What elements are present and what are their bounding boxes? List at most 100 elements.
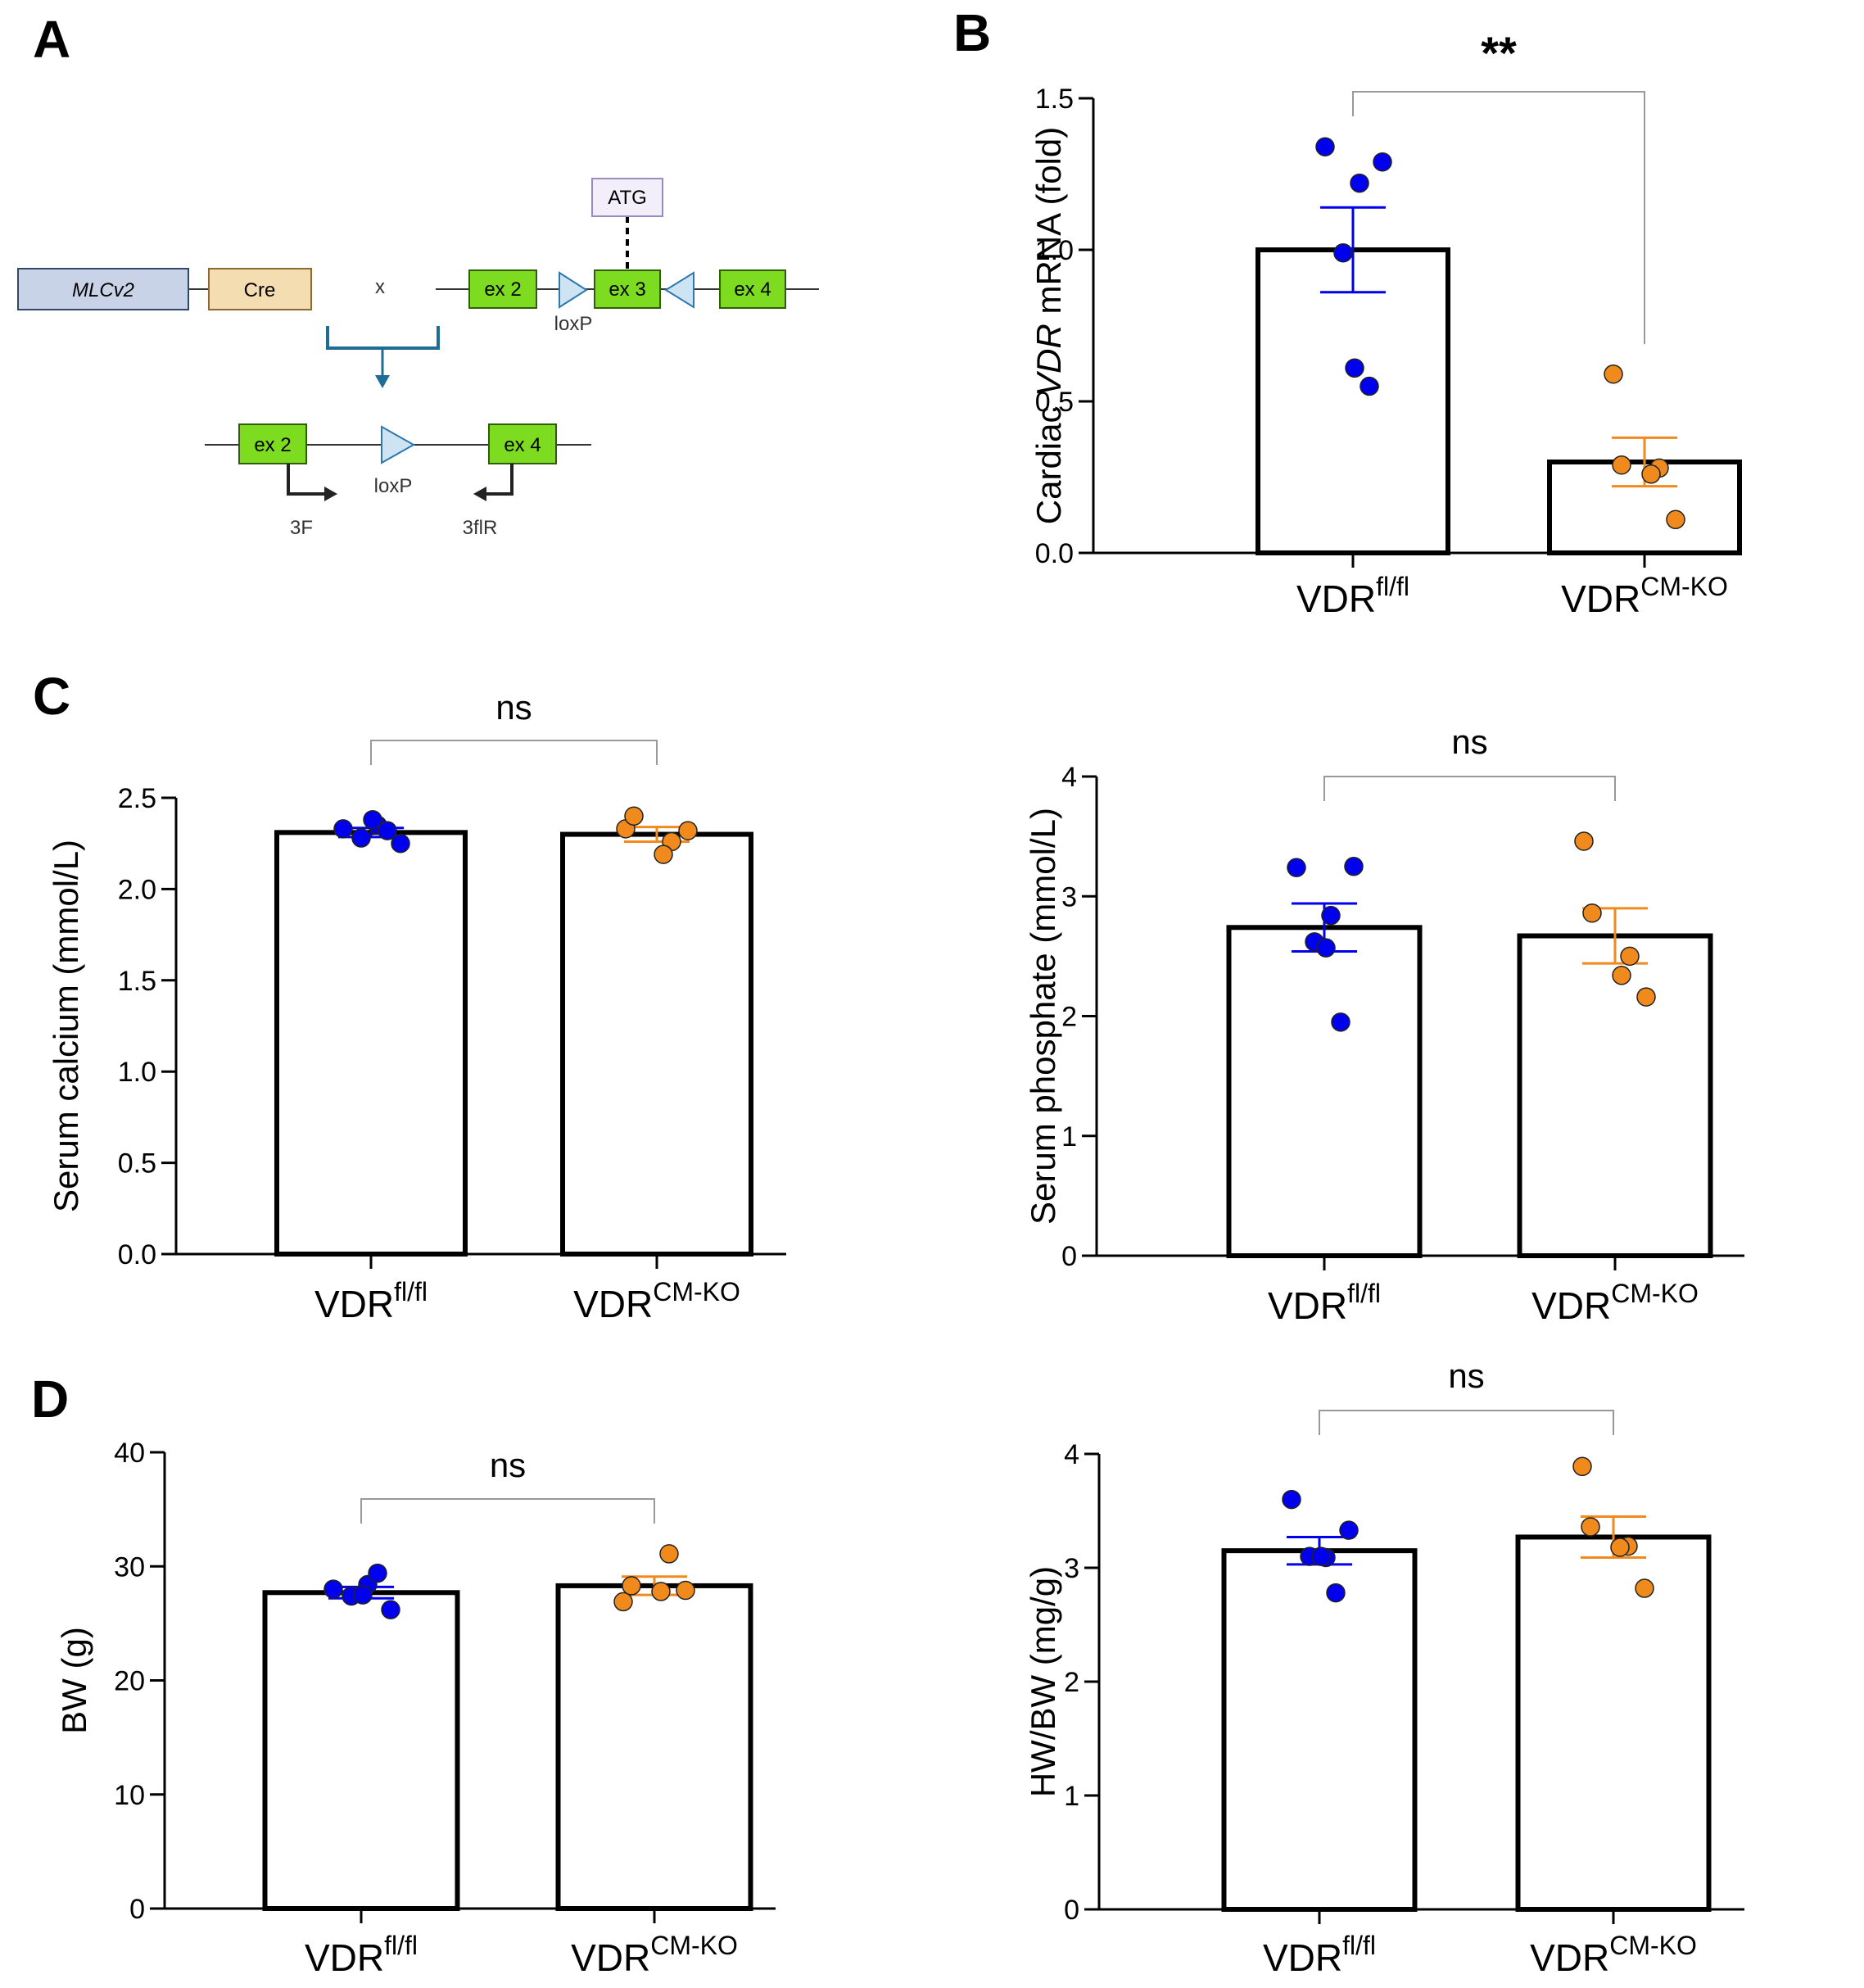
- y-tick-label: 20: [114, 1666, 145, 1697]
- bar-vdr-cmko: [555, 1583, 753, 1911]
- data-point-vdr-cmko: [1604, 364, 1623, 384]
- data-point-vdr-cmko: [1635, 1578, 1654, 1598]
- exon2-box: [468, 269, 537, 309]
- chart-d-body-weight: 0 10 20 30 40 BW (g) VDRfl/fl VDRCM-KO ns: [55, 1438, 776, 1979]
- category-label: VDRfl/fl: [1268, 1279, 1381, 1327]
- mlcv2-box: [17, 268, 189, 310]
- recombined-loxp-label: loxP: [374, 475, 413, 497]
- primer-f-head: [324, 487, 337, 501]
- y-tick-label: 0.0: [118, 1239, 156, 1270]
- bar-vdr-cmko: [560, 831, 753, 1257]
- data-point-vdr-cmko: [1582, 903, 1602, 923]
- y-tick-label: 40: [114, 1438, 145, 1469]
- data-point-vdr-flfl: [363, 809, 382, 830]
- bar-vdr-cmko: [1517, 933, 1713, 1258]
- atg-label: ATG: [608, 187, 647, 209]
- data-point-vdr-flfl: [333, 819, 353, 839]
- bar-vdr-flfl: [1255, 247, 1450, 555]
- exon3-label: ex 3: [609, 279, 645, 301]
- y-tick-label: 0: [129, 1894, 145, 1925]
- significance-label: ns: [490, 1446, 526, 1484]
- data-point-vdr-cmko: [1620, 946, 1640, 967]
- y-axis-label: BW (g): [55, 1627, 93, 1734]
- data-point-vdr-cmko: [622, 1576, 641, 1596]
- data-point-vdr-flfl: [353, 1585, 373, 1605]
- cross-bracket: [326, 326, 440, 350]
- recombined-exon4-box: [488, 423, 557, 464]
- y-tick-label: 2.0: [118, 874, 156, 905]
- y-axis-label: Cardiac VDR mRNA (fold): [1029, 127, 1068, 524]
- y-axis-label: HW/BW (mg/g): [1024, 1566, 1062, 1797]
- data-point-vdr-cmko: [1612, 455, 1631, 475]
- y-tick-label: 2.5: [118, 783, 156, 814]
- data-point-vdr-flfl: [1315, 137, 1335, 156]
- y-tick-label: 4: [1061, 762, 1077, 793]
- result-arrow-head: [375, 375, 390, 388]
- category-label: VDRCM-KO: [1531, 1279, 1699, 1327]
- category-label: VDRCM-KO: [1561, 572, 1728, 620]
- category-label: VDRfl/fl: [1296, 572, 1409, 620]
- data-point-vdr-flfl: [1282, 1489, 1301, 1510]
- cre-label: Cre: [244, 279, 276, 301]
- data-point-vdr-flfl: [1360, 376, 1379, 396]
- data-point-vdr-flfl: [1373, 152, 1392, 172]
- primer-f-label: 3F: [290, 517, 313, 539]
- primer-r-arrow: [485, 464, 514, 496]
- bar-vdr-flfl: [1226, 925, 1423, 1259]
- recombined-exon2-box: [238, 423, 307, 464]
- data-point-vdr-flfl: [1339, 1520, 1359, 1540]
- data-point-vdr-flfl: [381, 1600, 400, 1619]
- data-point-vdr-flfl: [1316, 938, 1336, 958]
- exon4-label: ex 4: [734, 279, 771, 301]
- data-point-vdr-cmko: [1610, 1537, 1630, 1557]
- chart-b-cardiac-vdr-mrna: 0.0 0.5 1.0 1.5 Cardiac VDR mRNA (fold) VDRfl…: [1029, 27, 1742, 620]
- data-point-vdr-flfl: [391, 833, 410, 854]
- bar-vdr-flfl: [262, 1590, 460, 1911]
- data-point-vdr-cmko: [1666, 509, 1685, 530]
- exon4-box: [719, 269, 786, 309]
- y-tick-label: 2: [1064, 1667, 1079, 1698]
- primer-r-label: 3flR: [463, 517, 498, 539]
- chart-c-serum-calcium: 0.0 0.5 1.0 1.5 2.0 2.5 Serum calcium (mmol/L)…: [47, 688, 786, 1325]
- data-point-vdr-cmko: [613, 1592, 633, 1612]
- bar-vdr-flfl: [1221, 1548, 1418, 1913]
- data-point-vdr-cmko: [651, 1582, 671, 1601]
- y-tick-label: 3: [1064, 1553, 1079, 1584]
- y-tick-label: 2: [1061, 1002, 1077, 1033]
- atg-box: [591, 178, 663, 217]
- y-tick-label: 0.0: [1035, 538, 1074, 569]
- y-tick-label: 1.0: [118, 1057, 156, 1088]
- data-point-vdr-flfl: [368, 1563, 387, 1583]
- y-tick-label: 1.0: [1035, 235, 1074, 266]
- significance-label: **: [1481, 27, 1517, 79]
- significance-bracket: [1323, 776, 1616, 801]
- data-point-vdr-cmko: [1581, 1517, 1600, 1537]
- data-point-vdr-flfl: [1345, 358, 1364, 378]
- category-label: VDRfl/fl: [314, 1277, 428, 1325]
- exon2-label: ex 2: [484, 279, 521, 301]
- y-tick-label: 30: [114, 1551, 145, 1583]
- recombined-exon2-label: ex 2: [254, 434, 291, 456]
- category-label: VDRCM-KO: [1530, 1931, 1697, 1979]
- y-tick-label: 0.5: [1035, 387, 1074, 418]
- data-point-vdr-flfl: [378, 821, 397, 840]
- cross-symbol: x: [375, 276, 385, 298]
- primer-f-arrow: [287, 464, 326, 496]
- significance-bracket: [1319, 1410, 1614, 1435]
- data-point-vdr-cmko: [659, 1544, 679, 1564]
- data-point-vdr-flfl: [1311, 1546, 1331, 1566]
- data-point-vdr-cmko: [624, 806, 644, 826]
- mlcv2-label: MLCv2: [72, 279, 134, 301]
- data-point-vdr-flfl: [1326, 1583, 1346, 1603]
- data-point-vdr-flfl: [1331, 1012, 1350, 1032]
- loxp-triangle-left: [664, 271, 694, 309]
- y-tick-label: 1.5: [1035, 84, 1074, 115]
- recombined-exon4-label: ex 4: [504, 434, 541, 456]
- category-label: VDRCM-KO: [571, 1931, 738, 1979]
- data-point-vdr-cmko: [654, 845, 673, 864]
- data-point-vdr-flfl: [1333, 242, 1353, 263]
- significance-bracket: [360, 1498, 655, 1524]
- data-point-vdr-flfl: [323, 1579, 343, 1599]
- category-label: VDRfl/fl: [1263, 1931, 1376, 1979]
